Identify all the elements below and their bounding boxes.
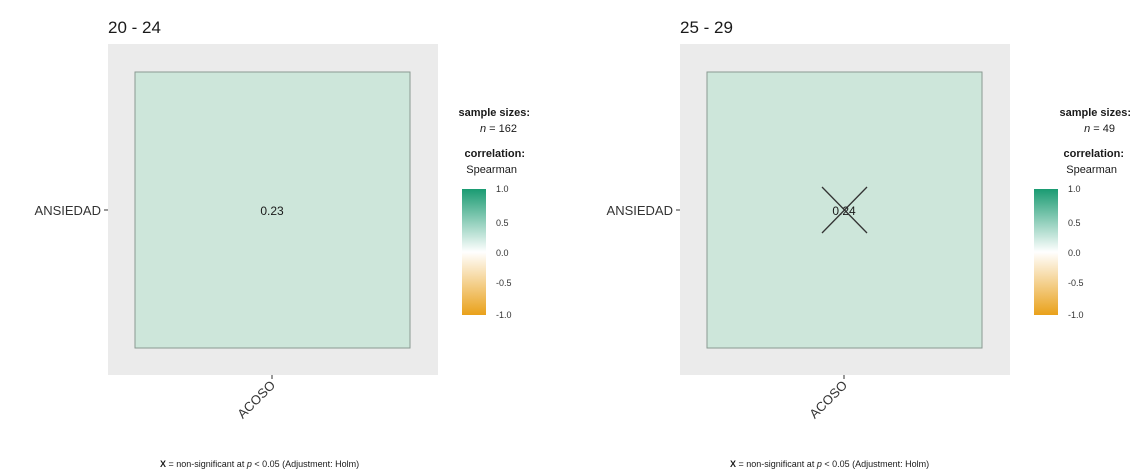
heatmap-cell xyxy=(134,71,411,349)
colorbar-tick-label: 0.0 xyxy=(1068,248,1081,258)
footnote-p: p xyxy=(246,459,252,469)
legend-n-value: = 49 xyxy=(1090,123,1115,135)
footnote-text: = non-significant at xyxy=(736,459,817,469)
colorbar xyxy=(1034,189,1058,315)
footnote-threshold: < 0.05 (Adjustment: Holm) xyxy=(822,459,929,469)
panel-title: 20 - 24 xyxy=(108,18,161,37)
legend: sample sizes: n = 49 correlation: Spearm… xyxy=(1034,107,1131,320)
legend-correlation-label: correlation: xyxy=(1063,148,1124,160)
footnote-marker: X xyxy=(160,459,166,469)
footnote-p: p xyxy=(816,459,822,469)
colorbar-tick-label: 0.0 xyxy=(496,248,509,258)
colorbar-tick-label: -0.5 xyxy=(1068,278,1084,288)
colorbar xyxy=(462,189,486,315)
y-tick-label: ANSIEDAD xyxy=(607,203,673,218)
legend-n-value: = 162 xyxy=(486,123,517,135)
legend-method: Spearman xyxy=(466,164,517,176)
legend: sample sizes: n = 162 correlation: Spear… xyxy=(458,107,530,320)
non-significant-cross xyxy=(821,186,868,234)
footnote: X = non-significant at p < 0.05 (Adjustm… xyxy=(730,459,929,469)
legend-n-symbol: n xyxy=(1084,123,1090,135)
legend-n: n = 49 xyxy=(1084,123,1115,135)
legend-n-symbol: n xyxy=(480,123,486,135)
colorbar-tick-label: 1.0 xyxy=(496,184,509,194)
colorbar-tick-label: 0.5 xyxy=(1068,218,1081,228)
heatmap-panel-1: 20 - 24 0.23 ANSIEDAD ACOSO sample sizes… xyxy=(35,18,530,469)
heatmap-panel-2: 25 - 29 0.24 ANSIEDAD ACOSO sample sizes… xyxy=(607,18,1131,469)
legend-method: Spearman xyxy=(1066,164,1117,176)
colorbar-tick-label: 1.0 xyxy=(1068,184,1081,194)
legend-sample-sizes-label: sample sizes: xyxy=(1059,107,1131,119)
cell-value-label: 0.23 xyxy=(260,204,284,218)
x-tick-label: ACOSO xyxy=(234,378,278,422)
footnote-threshold: < 0.05 (Adjustment: Holm) xyxy=(252,459,359,469)
x-tick-label: ACOSO xyxy=(806,378,850,422)
y-tick-label: ANSIEDAD xyxy=(35,203,101,218)
legend-correlation-label: correlation: xyxy=(464,148,525,160)
colorbar-tick-label: -1.0 xyxy=(1068,310,1084,320)
legend-sample-sizes-label: sample sizes: xyxy=(458,107,530,119)
cross-stroke-2 xyxy=(821,186,868,234)
footnote-text: = non-significant at xyxy=(166,459,247,469)
footnote-marker: X xyxy=(730,459,736,469)
colorbar-tick-label: -0.5 xyxy=(496,278,512,288)
panel-title: 25 - 29 xyxy=(680,18,733,37)
colorbar-tick-label: -1.0 xyxy=(496,310,512,320)
footnote: X = non-significant at p < 0.05 (Adjustm… xyxy=(160,459,359,469)
legend-n: n = 162 xyxy=(480,123,517,135)
colorbar-tick-label: 0.5 xyxy=(496,218,509,228)
